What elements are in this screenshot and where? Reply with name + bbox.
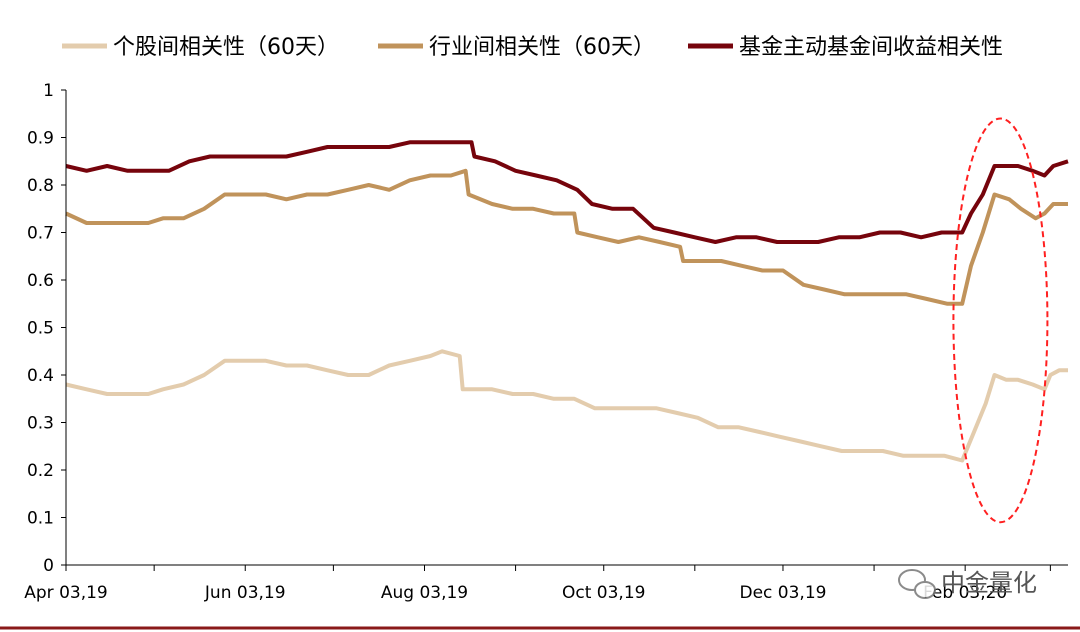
x-tick-label: Dec 03,19 [739,583,826,603]
legend: 个股间相关性（60天） 行业间相关性（60天） 基金主动基金间收益相关性 [62,35,1003,60]
x-tick-label: Feb 03,20 [923,583,1007,603]
x-tick-label: Jun 03,19 [204,583,286,603]
y-tick-label: 0.2 [27,461,54,481]
series-line-1 [65,349,1068,463]
wechat-icon [898,569,936,599]
y-tick-label: 0.5 [27,319,54,339]
x-tick-label: Apr 03,19 [24,583,107,603]
legend-label-2: 行业间相关性（60天） [429,35,655,60]
legend-label-3: 基金主动基金间收益相关性 [739,35,1003,60]
y-tick-label: 0.9 [27,129,54,149]
y-tick-label: 0.7 [27,224,54,244]
series-line-2 [65,168,1068,306]
y-tick-label: 0.6 [27,271,54,291]
y-tick-label: 0.8 [27,176,54,196]
y-tick-label: 0 [43,556,54,576]
legend-label-1: 个股间相关性（60天） [113,35,339,60]
annotations [952,117,1049,524]
highlight-ellipse [952,117,1049,524]
series-line-3 [65,140,1069,244]
watermark-label: 中金量化 [941,569,1037,597]
watermark: 中金量化 [898,569,1037,599]
series-lines [65,140,1069,463]
y-tick-label: 0.4 [27,366,54,386]
y-tick-label: 0.1 [27,509,54,529]
y-tick-label: 0.3 [27,414,54,434]
x-tick-label: Aug 03,19 [381,583,468,603]
y-tick-label: 1 [43,81,54,101]
axes: 0 0.1 0.2 0.3 0.4 0.5 0.6 0.7 0.8 0.9 1 Apr 03,19 Ju… [24,81,1068,603]
x-tick-label: Oct 03,19 [562,583,645,603]
